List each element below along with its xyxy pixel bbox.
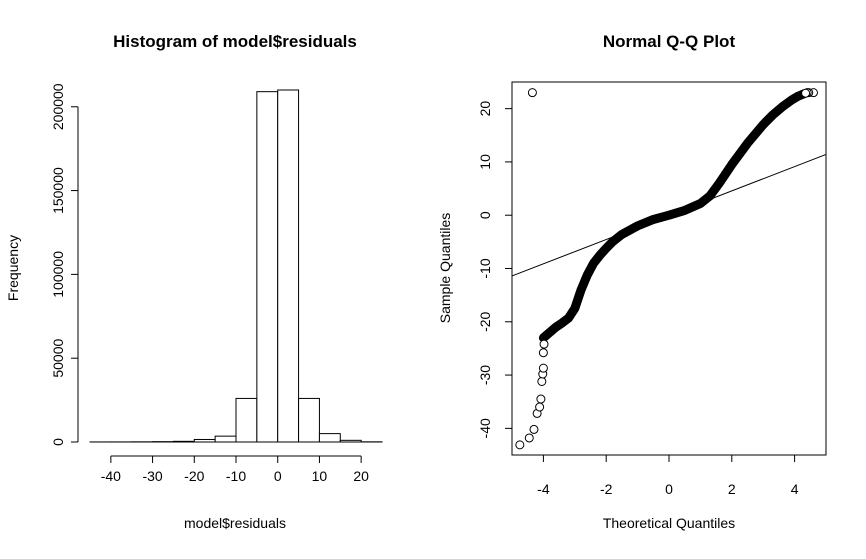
histogram-bar [340,440,361,442]
qq-x-axis: -4 -2 0 2 4 [537,455,799,497]
qq-point [539,364,547,372]
histogram-bar [194,439,215,442]
qq-y-tick-label: 10 [477,154,493,170]
histogram-ylabel: Frequency [5,235,21,301]
histogram-x-tick-label: 10 [312,468,328,484]
qq-point [536,403,544,411]
histogram-y-tick-label: 50000 [50,339,66,378]
qq-points [516,89,818,449]
histogram-bar [215,436,236,442]
qq-point [525,434,533,442]
qq-dense-points [543,94,804,338]
qq-x-tick-label: 2 [728,481,736,497]
qq-point [540,340,548,348]
histogram-bars [90,90,382,442]
qq-point [539,349,547,357]
qq-x-tick-label: -2 [600,481,613,497]
qq-x-tick-label: 4 [791,481,799,497]
histogram-title: Histogram of model$residuals [113,32,357,51]
histogram-y-tick-label: 100000 [50,251,66,298]
histogram-x-tick-label: -40 [101,468,121,484]
qq-y-tick-label: -10 [477,258,493,278]
histogram-x-tick-label: -10 [226,468,246,484]
qq-x-tick-label: 0 [665,481,673,497]
qq-plot-box [512,82,826,455]
histogram-bar [236,398,257,442]
histogram-bar [173,441,194,442]
qq-point [528,89,536,97]
qq-xlabel: Theoretical Quantiles [603,515,735,531]
qq-y-tick-label: -30 [477,365,493,385]
histogram-y-axis: 0 50000 100000 150000 200000 [50,83,78,446]
qq-point [537,395,545,403]
qq-point [530,425,538,433]
histogram-x-axis: -40 -30 -20 -10 0 10 20 [101,456,369,484]
histogram-bar [299,398,320,442]
histogram-xlabel: model$residuals [184,515,286,531]
qq-point [802,89,810,97]
histogram-panel: Histogram of model$residuals model$resid… [5,32,382,531]
qq-title: Normal Q-Q Plot [603,32,736,51]
histogram-x-tick-label: 20 [353,468,369,484]
histogram-y-tick-label: 0 [50,438,66,446]
qq-panel: Normal Q-Q Plot Theoretical Quantiles Sa… [437,32,826,531]
qq-y-tick-label: 0 [477,211,493,219]
qq-point [538,377,546,385]
histogram-bar [278,90,299,442]
qq-y-axis: -40 -30 -20 -10 0 10 20 [477,101,512,439]
histogram-y-tick-label: 200000 [50,83,66,130]
qq-point [516,441,524,449]
histogram-y-tick-label: 150000 [50,167,66,214]
histogram-x-tick-label: -20 [184,468,204,484]
histogram-bar [257,92,278,442]
qq-y-tick-label: -20 [477,311,493,331]
qq-ylabel: Sample Quantiles [437,213,453,324]
qq-y-tick-label: 20 [477,101,493,117]
histogram-x-tick-label: 0 [274,468,282,484]
qq-x-tick-label: -4 [537,481,550,497]
histogram-bar [319,434,340,442]
qq-y-tick-label: -40 [477,418,493,438]
histogram-x-tick-label: -30 [142,468,162,484]
